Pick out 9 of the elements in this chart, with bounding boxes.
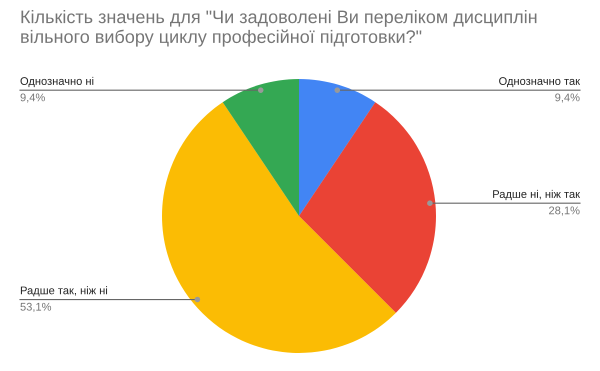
data-label: 9,4%: [20, 93, 45, 103]
chart-title: Кількість значень для "Чи задоволені Ви переліком дисциплін вільного вибору циклу професійної підготовки?": [21, 10, 536, 47]
data-label: 28,1%: [549, 206, 580, 216]
slice-label: Радше ні, ніж так: [493, 190, 580, 200]
slice-label: Однозначно ні: [20, 76, 94, 88]
data-label: 53,1%: [20, 302, 52, 312]
data-label: 9,4%: [555, 93, 580, 103]
slice-label: Радше так, ніж ні: [20, 286, 108, 296]
slice-label: Однозначно так: [499, 77, 580, 88]
